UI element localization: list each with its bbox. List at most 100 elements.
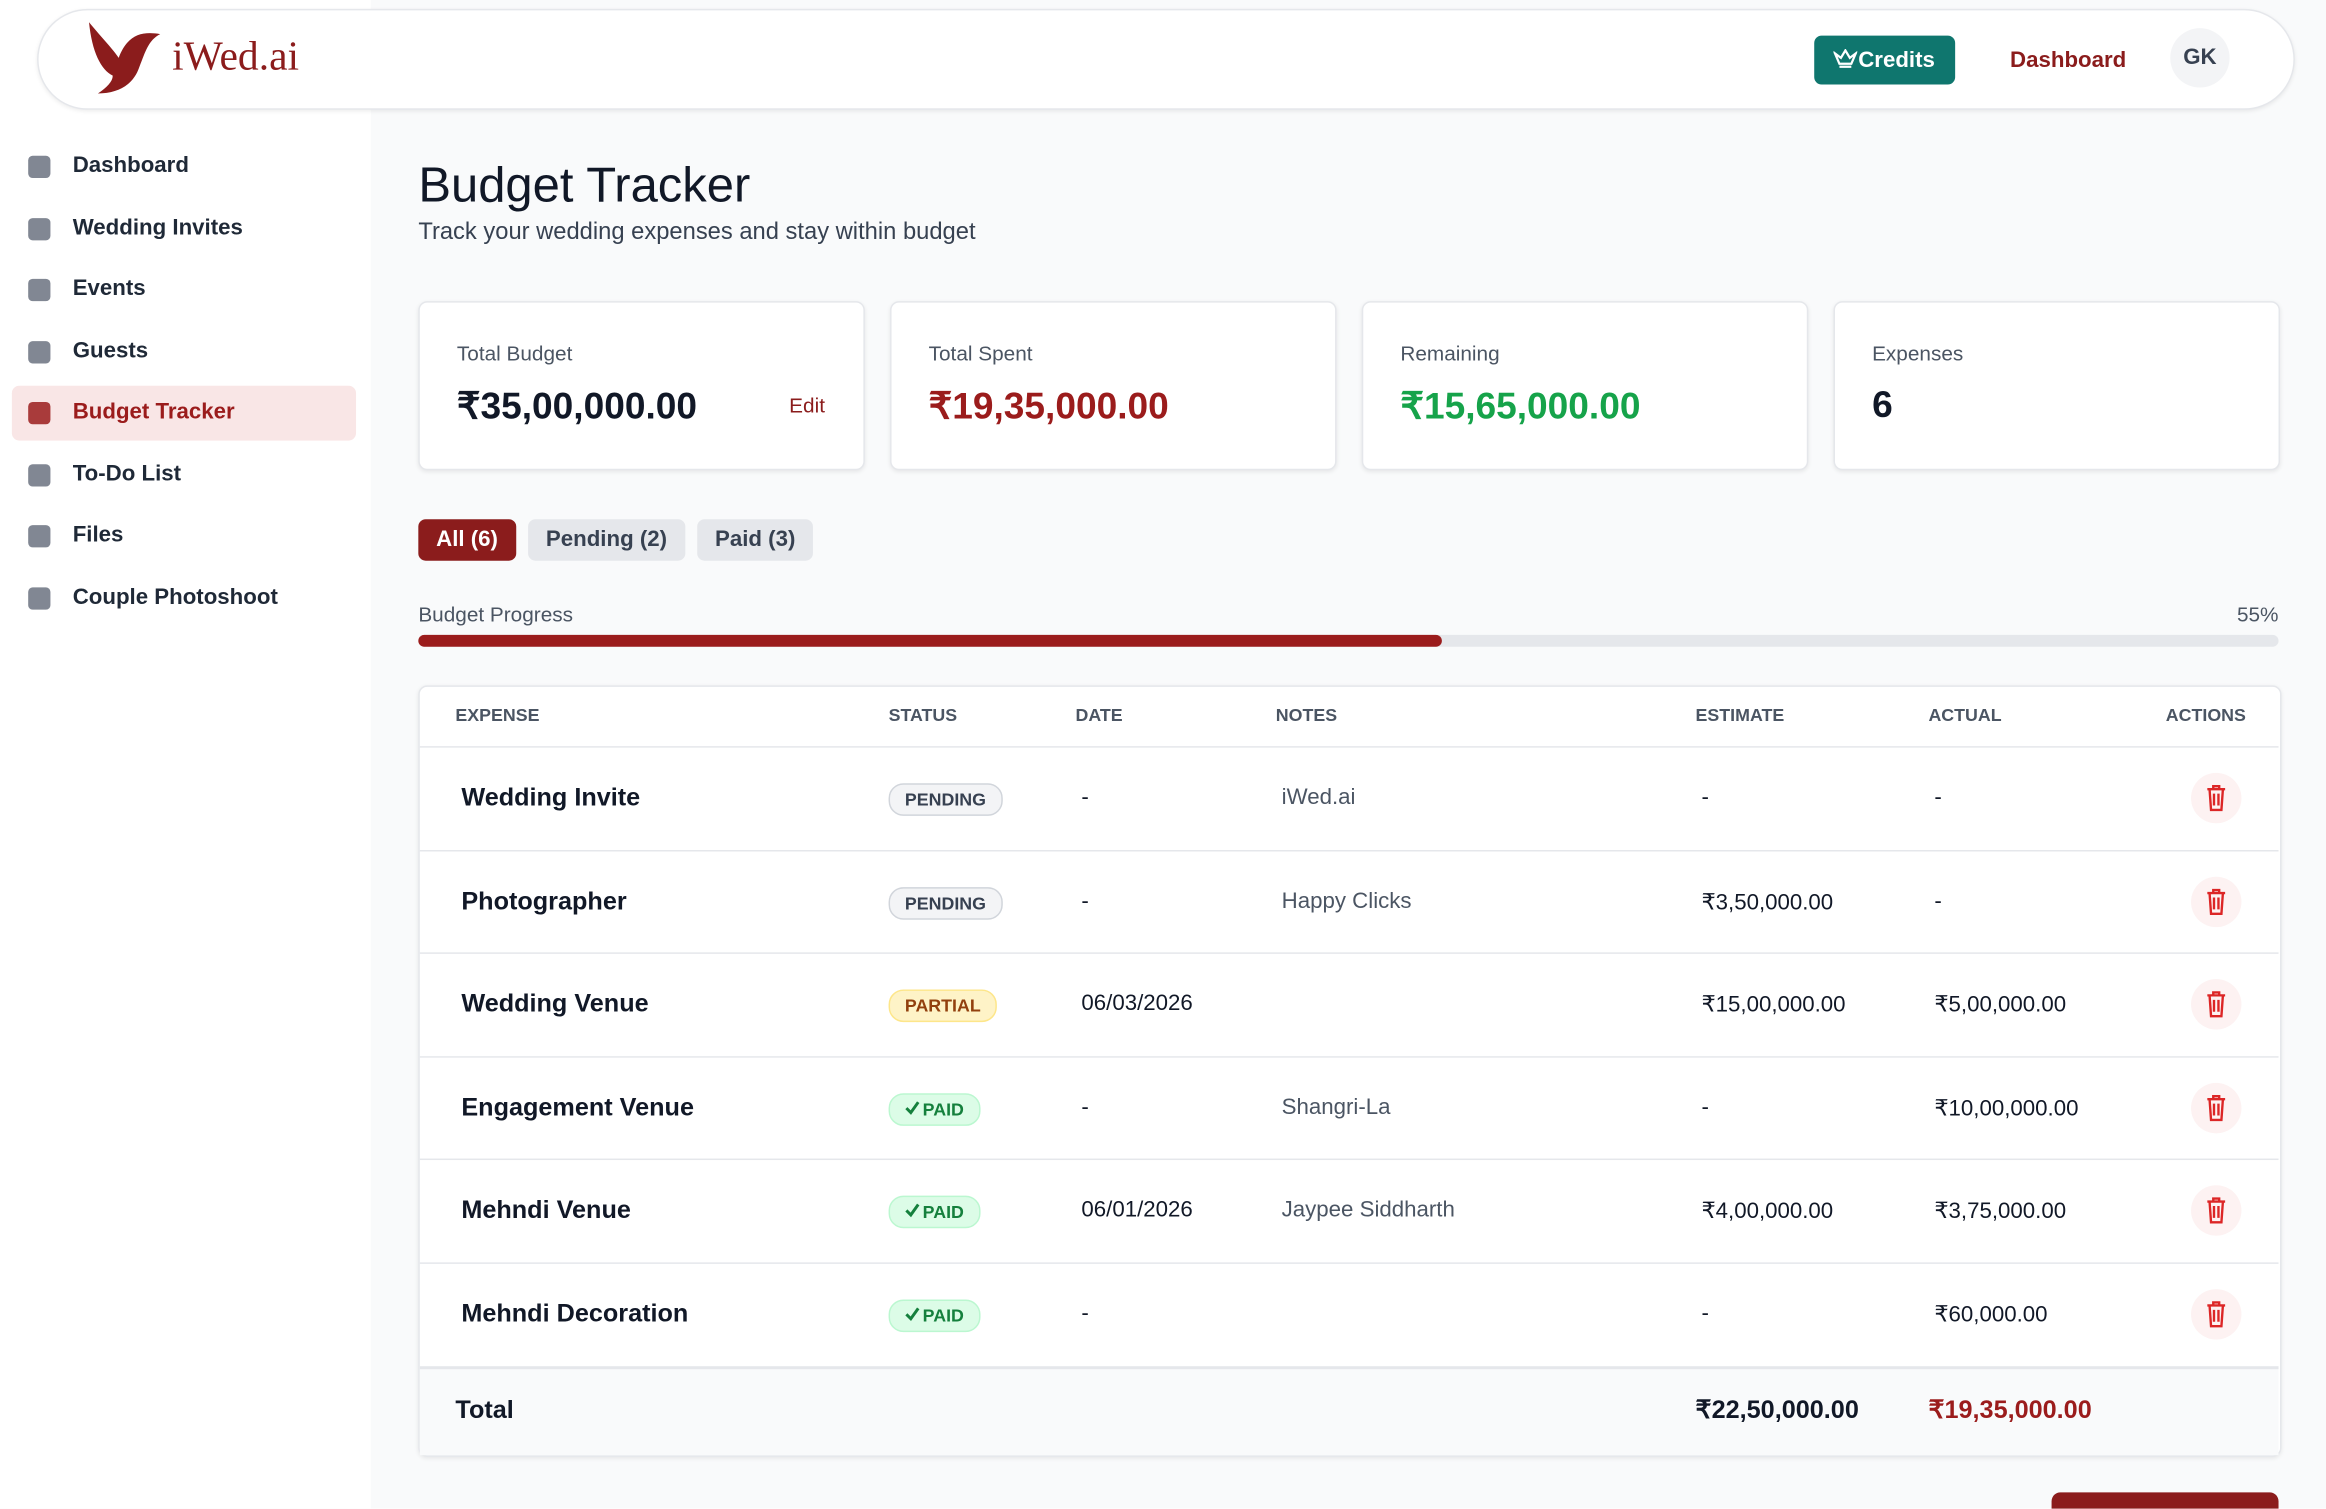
nav-icon bbox=[28, 586, 51, 609]
stat-value: ₹19,35,000.00 bbox=[928, 385, 1169, 428]
table bbox=[418, 685, 2282, 1457]
expense-name: Wedding Venue bbox=[461, 989, 649, 1018]
nav-icon bbox=[28, 525, 51, 548]
status-text: PENDING bbox=[904, 789, 987, 810]
date: - bbox=[1081, 887, 1089, 914]
progress-percent: 55% bbox=[2236, 602, 2279, 627]
status-badge: PAID bbox=[888, 1092, 981, 1126]
logo bbox=[89, 22, 161, 94]
nav-icon bbox=[28, 278, 51, 302]
status-text: PARTIAL bbox=[904, 995, 981, 1017]
trash-icon bbox=[2207, 1197, 2226, 1225]
stat-card bbox=[1833, 301, 2281, 471]
column-header: STATUS bbox=[888, 704, 958, 726]
actual: ₹3,75,000.00 bbox=[1934, 1199, 2067, 1225]
nav-icon bbox=[28, 217, 51, 240]
notes: Jaypee Siddharth bbox=[1281, 1197, 1455, 1223]
row-divider bbox=[419, 746, 2279, 748]
trash-icon bbox=[2207, 1094, 2226, 1121]
trash-icon bbox=[2207, 1301, 2226, 1328]
estimate: ₹4,00,000.00 bbox=[1701, 1199, 1834, 1225]
delete-button[interactable] bbox=[2191, 1185, 2242, 1237]
delete-button[interactable] bbox=[2191, 876, 2242, 927]
filter-tab[interactable]: Pending (2) bbox=[528, 519, 685, 561]
nav-item[interactable]: Guests bbox=[72, 337, 149, 363]
column-header: EXPENSE bbox=[455, 704, 540, 726]
estimate: - bbox=[1701, 784, 1709, 810]
estimate: ₹3,50,000.00 bbox=[1701, 889, 1834, 915]
status-text: PAID bbox=[922, 1305, 964, 1327]
date: 06/01/2026 bbox=[1081, 1197, 1193, 1223]
stat-card bbox=[1361, 301, 1809, 471]
nav-icon bbox=[28, 155, 51, 179]
actual: ₹10,00,000.00 bbox=[1934, 1095, 2079, 1122]
avatar[interactable]: GK bbox=[2170, 28, 2230, 88]
stat-card bbox=[418, 301, 865, 471]
sidebar bbox=[0, 0, 371, 1509]
add-button[interactable] bbox=[2051, 1492, 2279, 1509]
brand: iWed.ai bbox=[172, 34, 300, 81]
row-divider bbox=[419, 1055, 2279, 1058]
total-estimate: ₹22,50,000.00 bbox=[1695, 1395, 1859, 1425]
trash-icon bbox=[2207, 991, 2226, 1018]
trash-icon bbox=[2207, 888, 2226, 915]
column-header: ACTIONS bbox=[2165, 704, 2246, 726]
status-badge: PARTIAL bbox=[888, 989, 998, 1023]
delete-button[interactable] bbox=[2191, 1289, 2242, 1340]
status-badge: PAID bbox=[888, 1196, 981, 1229]
delete-button[interactable] bbox=[2191, 772, 2242, 824]
stat-value: ₹35,00,000.00 bbox=[456, 385, 698, 428]
crown-icon bbox=[1833, 48, 1858, 68]
header: iWed.ai Credits Dashboard GK bbox=[37, 8, 2295, 110]
nav-item[interactable]: Budget Tracker bbox=[72, 399, 235, 425]
estimate: - bbox=[1701, 1300, 1709, 1327]
nav-item[interactable]: Files bbox=[72, 522, 124, 548]
credits-button[interactable]: Credits bbox=[1814, 35, 1956, 85]
column-header: DATE bbox=[1075, 704, 1123, 726]
total-label: Total bbox=[455, 1395, 514, 1425]
filter-tab[interactable]: Paid (3) bbox=[697, 519, 814, 561]
stat-label: Expenses bbox=[1872, 341, 1964, 365]
nav-item[interactable]: To-Do List bbox=[72, 460, 182, 486]
row-divider bbox=[419, 952, 2279, 955]
actual: ₹5,00,000.00 bbox=[1934, 992, 2067, 1018]
actual: - bbox=[1934, 887, 1942, 914]
date: - bbox=[1081, 1300, 1089, 1327]
row-divider bbox=[419, 849, 2279, 851]
nav-icon bbox=[28, 340, 51, 363]
stat-card bbox=[890, 301, 1337, 471]
stat-label: Remaining bbox=[1400, 341, 1500, 365]
expense-name: Engagement Venue bbox=[461, 1092, 694, 1122]
status-badge: PENDING bbox=[888, 886, 1003, 920]
date: - bbox=[1081, 1094, 1089, 1120]
expense-name: Photographer bbox=[461, 886, 627, 915]
trash-icon bbox=[2207, 785, 2226, 812]
nav-item[interactable]: Couple Photoshoot bbox=[72, 583, 278, 609]
row-divider bbox=[419, 1159, 2279, 1161]
active-nav-bg bbox=[11, 385, 357, 441]
column-header: NOTES bbox=[1275, 704, 1338, 726]
nav-item[interactable]: Events bbox=[72, 275, 146, 302]
status-text: PAID bbox=[922, 1098, 964, 1120]
nav-item[interactable]: Dashboard bbox=[72, 152, 189, 179]
stat-label: Total Spent bbox=[928, 341, 1033, 365]
actual: ₹60,000.00 bbox=[1934, 1302, 2048, 1328]
nav-icon bbox=[28, 463, 51, 486]
page-subtitle: Track your wedding expenses and stay wit… bbox=[418, 219, 976, 245]
edit-link[interactable]: Edit bbox=[789, 393, 825, 417]
nav-item[interactable]: Wedding Invites bbox=[72, 214, 243, 240]
check-icon bbox=[905, 1204, 920, 1218]
stat-label: Total Budget bbox=[456, 341, 573, 365]
delete-button[interactable] bbox=[2191, 1082, 2242, 1134]
status-badge: PAID bbox=[888, 1299, 981, 1333]
estimate: ₹15,00,000.00 bbox=[1701, 992, 1846, 1018]
date: 06/03/2026 bbox=[1081, 991, 1193, 1017]
filter-tab[interactable]: All (6) bbox=[418, 519, 516, 561]
nav-icon bbox=[28, 402, 51, 425]
check-icon bbox=[905, 1101, 920, 1115]
progress-label: Budget Progress bbox=[418, 602, 574, 627]
delete-button[interactable] bbox=[2191, 979, 2242, 1030]
total-actual: ₹19,35,000.00 bbox=[1928, 1395, 2092, 1425]
dashboard-link[interactable]: Dashboard bbox=[2010, 47, 2127, 73]
column-header: ESTIMATE bbox=[1695, 704, 1785, 726]
